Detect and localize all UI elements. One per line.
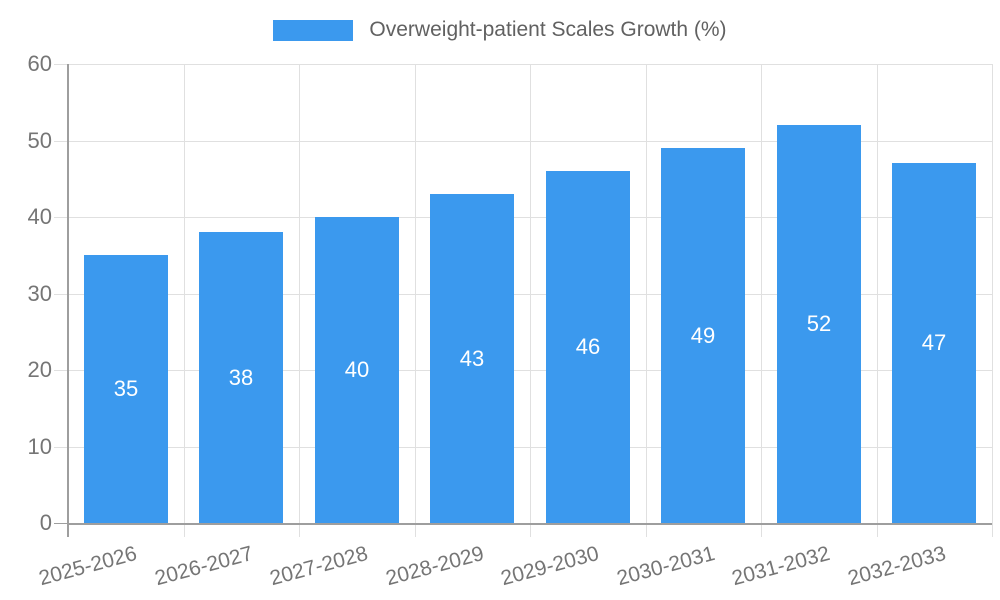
x-tick-label: 2031-2032 — [729, 542, 833, 591]
gridline-vertical — [761, 64, 762, 523]
x-tick-label: 2027-2028 — [267, 542, 371, 591]
bar-value-label: 35 — [113, 376, 139, 401]
x-tick-mark — [992, 523, 993, 537]
x-tick-mark — [646, 523, 647, 537]
bar-value-label: 43 — [459, 345, 485, 371]
x-tick-label: 2029-2030 — [498, 542, 602, 591]
x-tick-label: 2032-2033 — [845, 542, 949, 591]
y-tick-mark — [54, 64, 68, 65]
bar-value-label: 38 — [228, 364, 254, 390]
gridline-vertical — [184, 64, 185, 523]
y-tick-label: 60 — [27, 51, 52, 76]
y-tick-mark — [54, 447, 68, 448]
x-tick-label: 2026-2027 — [152, 542, 256, 591]
x-tick-mark — [415, 523, 416, 537]
legend-label: Overweight-patient Scales Growth (%) — [369, 18, 727, 41]
x-tick-mark — [761, 523, 762, 537]
x-axis-line — [68, 523, 992, 525]
x-tick-label: 2025-2026 — [36, 542, 140, 591]
gridline-vertical — [877, 64, 878, 523]
y-tick-mark — [54, 523, 68, 524]
gridline-vertical — [530, 64, 531, 523]
bar-value-label: 40 — [344, 357, 370, 382]
gridline-vertical — [299, 64, 300, 523]
y-tick-mark — [54, 217, 68, 218]
bar-value-label: 47 — [921, 330, 947, 355]
y-tick-mark — [54, 294, 68, 295]
y-tick-label: 0 — [39, 510, 52, 535]
bar-value-label: 52 — [806, 311, 832, 336]
bar-value-label: 49 — [690, 322, 716, 348]
y-axis-line — [67, 64, 69, 537]
x-tick-mark — [530, 523, 531, 537]
bar[interactable]: 38 — [199, 232, 283, 523]
x-tick-label: 2028-2029 — [383, 542, 487, 591]
y-tick-label: 30 — [27, 281, 52, 306]
bar[interactable]: 40 — [315, 217, 399, 523]
gridline-vertical — [646, 64, 647, 523]
y-tick-label: 40 — [27, 204, 52, 229]
x-tick-label: 2030-2031 — [614, 542, 718, 591]
bar[interactable]: 47 — [892, 163, 976, 523]
bar[interactable]: 46 — [546, 171, 630, 523]
gridline-vertical — [992, 64, 993, 523]
x-tick-mark — [877, 523, 878, 537]
legend-swatch[interactable] — [273, 19, 354, 41]
y-tick-label: 50 — [27, 128, 52, 153]
bar[interactable]: 43 — [430, 194, 514, 523]
bar-value-label: 46 — [575, 334, 601, 359]
bar[interactable]: 52 — [777, 125, 861, 523]
y-tick-label: 20 — [27, 357, 52, 382]
legend[interactable]: Overweight-patient Scales Growth (%) — [0, 17, 1000, 43]
y-tick-label: 10 — [27, 434, 52, 459]
gridline-vertical — [415, 64, 416, 523]
x-tick-mark — [299, 523, 300, 537]
y-tick-mark — [54, 370, 68, 371]
x-tick-mark — [184, 523, 185, 537]
bar[interactable]: 35 — [84, 255, 168, 523]
y-tick-mark — [54, 141, 68, 142]
bar[interactable]: 49 — [661, 148, 745, 523]
